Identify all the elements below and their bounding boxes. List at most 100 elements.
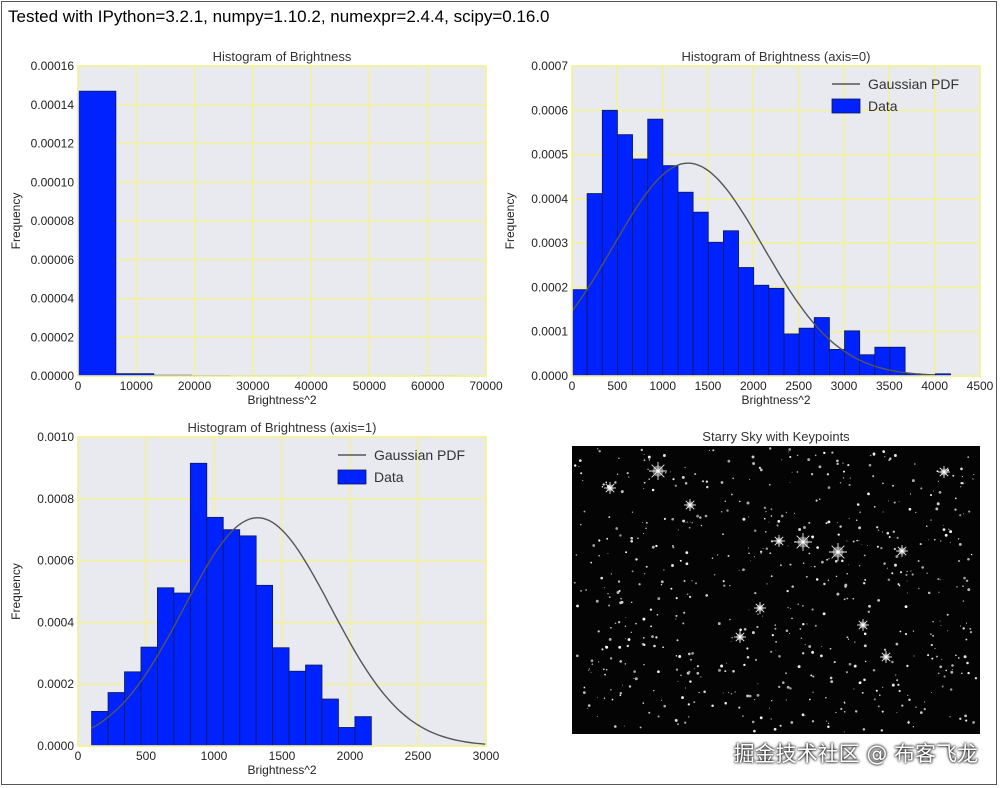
x-tick-label: 4000 [921, 379, 948, 393]
star [847, 464, 850, 467]
star [883, 562, 886, 565]
star [938, 591, 940, 593]
star [752, 462, 756, 465]
bar [206, 516, 224, 747]
star [963, 576, 966, 580]
star [932, 635, 934, 637]
bar [677, 191, 694, 377]
chart-4: Starry Sky with Keypoints [572, 429, 980, 734]
star [965, 622, 968, 624]
star [788, 448, 792, 451]
star [643, 454, 645, 456]
star [585, 589, 587, 591]
star [748, 694, 752, 698]
star [580, 472, 583, 475]
x-tick-label: 50000 [353, 379, 387, 393]
x-tick-label: 1500 [695, 379, 722, 393]
star [928, 539, 930, 541]
star [937, 672, 940, 675]
y-tick-label: 0.0000 [531, 369, 568, 383]
star [751, 455, 755, 459]
star [880, 729, 884, 732]
star [698, 691, 700, 694]
star [617, 580, 621, 583]
star [628, 637, 630, 639]
legend-label: Gaussian PDF [868, 76, 959, 92]
star [774, 624, 776, 626]
star [802, 562, 805, 564]
star [620, 490, 624, 494]
star [843, 470, 845, 473]
star [873, 698, 876, 701]
star [619, 534, 622, 537]
star [891, 660, 894, 664]
star [598, 450, 601, 453]
y-tick-label: 0.0005 [531, 148, 568, 162]
star [886, 531, 890, 535]
x-tick-label: 3000 [473, 749, 500, 763]
star [672, 546, 675, 549]
chart-title: Histogram of Brightness [213, 49, 352, 64]
star [724, 701, 727, 705]
star [766, 583, 768, 585]
y-tick-label: 0.00012 [31, 137, 75, 151]
star [910, 570, 912, 572]
bar [753, 284, 770, 377]
star [729, 618, 731, 621]
star [972, 720, 976, 724]
star [722, 692, 724, 694]
star [926, 525, 928, 527]
star [687, 703, 690, 706]
star [949, 530, 953, 534]
star [810, 674, 813, 677]
legend: Gaussian PDF Data [337, 447, 465, 485]
star [908, 720, 910, 721]
star [802, 652, 805, 655]
star [799, 628, 802, 630]
star [691, 580, 693, 582]
star [895, 555, 899, 558]
star [779, 564, 782, 567]
star [731, 637, 733, 639]
star [590, 671, 592, 673]
star [791, 585, 794, 588]
star [771, 634, 774, 637]
bright-star [857, 619, 869, 631]
star [882, 511, 884, 513]
star [730, 641, 732, 642]
star [847, 564, 849, 566]
star [877, 529, 880, 532]
star [635, 622, 637, 625]
star [872, 475, 875, 478]
star [827, 725, 830, 729]
star [590, 561, 593, 564]
star [619, 694, 622, 697]
star [853, 664, 857, 668]
legend-label: Data [868, 98, 898, 114]
star-core [836, 550, 840, 554]
star [675, 668, 679, 671]
star [742, 715, 744, 717]
star [637, 537, 639, 540]
bar [189, 462, 208, 747]
star [607, 593, 609, 595]
star [626, 471, 629, 475]
chart-3: 0 500 1000 1500 2000 2500 3000 0.0000 0.0002 0.00… [9, 420, 500, 777]
plot-border [571, 65, 981, 377]
star [789, 455, 792, 459]
star [852, 540, 855, 543]
bar [140, 646, 158, 747]
star [823, 451, 826, 455]
star [946, 613, 949, 616]
star [688, 526, 691, 529]
bar [354, 716, 372, 747]
star [943, 675, 946, 678]
star [643, 488, 645, 490]
star [933, 538, 936, 541]
star [677, 680, 679, 682]
star-core [777, 539, 781, 543]
star [895, 674, 897, 676]
x-tick-label: 1000 [649, 379, 676, 393]
star-core [656, 469, 660, 473]
star [906, 570, 908, 573]
